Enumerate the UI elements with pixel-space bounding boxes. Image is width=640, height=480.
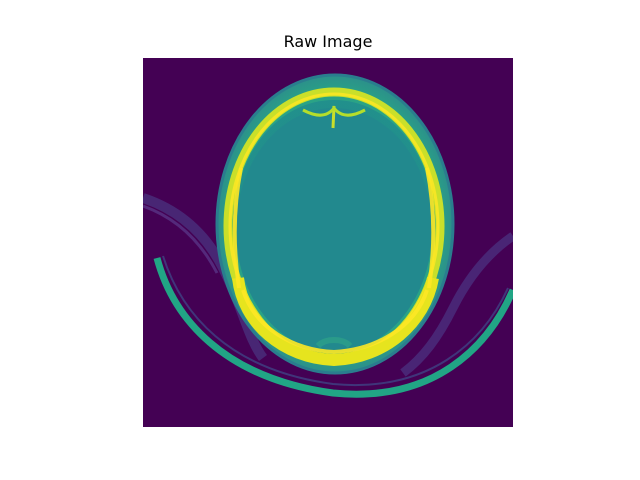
occipital-protrusion xyxy=(315,337,353,349)
frontal-sinus xyxy=(302,105,366,117)
image-axes xyxy=(143,58,513,427)
posterior-skull-inner xyxy=(241,289,429,355)
brain xyxy=(236,108,432,352)
posterior-skull xyxy=(232,276,439,367)
left-temporal-bone xyxy=(232,167,243,289)
right-temporal-bone xyxy=(425,167,436,289)
table-support-inner xyxy=(162,255,509,387)
faint-curve-left-2 xyxy=(143,204,219,274)
scalp-edge xyxy=(215,73,455,375)
figure-title: Raw Image xyxy=(283,32,373,51)
table-support-arc xyxy=(153,257,513,398)
ct-scan-image xyxy=(143,58,513,427)
faint-curve-right xyxy=(400,232,513,377)
